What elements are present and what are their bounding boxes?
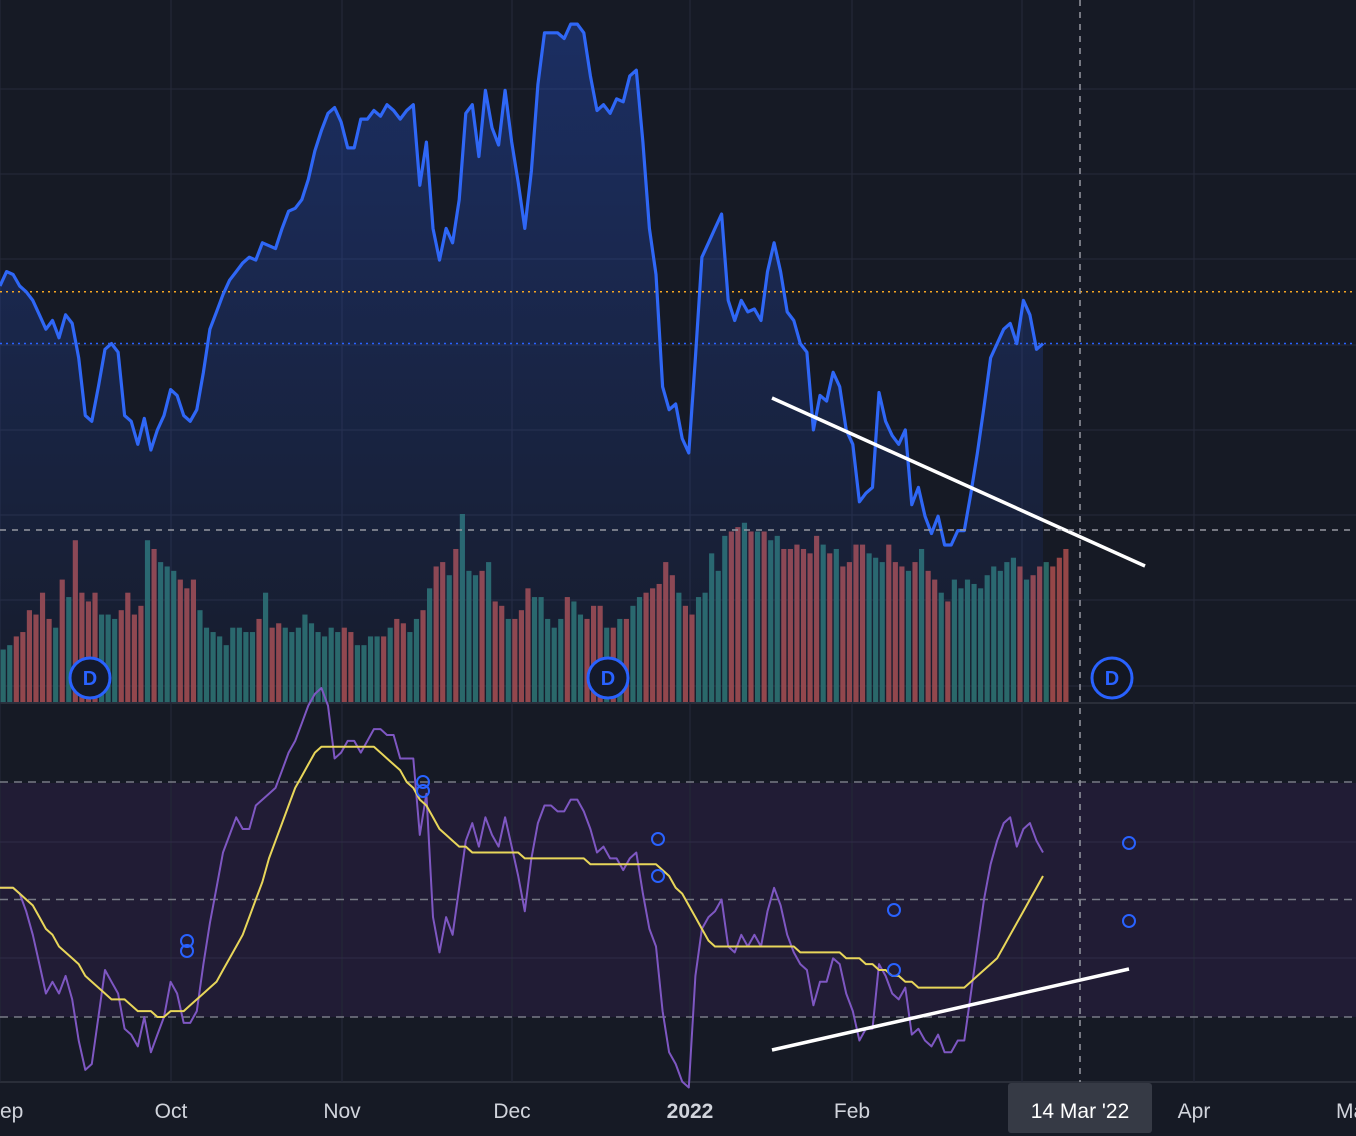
- x-tick-label: Oct: [155, 1100, 188, 1123]
- dividend-marker: D: [1090, 656, 1134, 700]
- rsi-divergence-trendline: [771, 967, 1130, 1052]
- price-area-fill: [0, 24, 1043, 704]
- cross-marker: [887, 903, 901, 917]
- cross-marker: [416, 784, 430, 798]
- dividend-marker-label: D: [1105, 668, 1119, 690]
- cross-marker: [1122, 914, 1136, 928]
- cross-marker: [651, 869, 665, 883]
- rsi-ma-line: [0, 745, 1044, 1018]
- price-divergence-trendline: [771, 396, 1146, 568]
- crosshair-date-box: [1008, 1083, 1152, 1133]
- cross-marker: [180, 944, 194, 958]
- cross-marker: [651, 832, 665, 846]
- cross-marker: [180, 934, 194, 948]
- x-tick-label: Apr: [1178, 1100, 1211, 1123]
- x-tick-label: ep: [0, 1100, 23, 1123]
- volume-bar: [1063, 548, 1069, 702]
- volume-bar: [1050, 566, 1056, 702]
- time-axis: ep Oct Nov Dec 2022 Feb Apr Ma 14 Mar '22: [0, 1083, 1356, 1133]
- x-tick-label: Feb: [834, 1100, 870, 1123]
- crosshair: [0, 0, 1356, 1082]
- rsi-pane: [0, 687, 1356, 1089]
- x-tick-label: 2022: [667, 1100, 714, 1123]
- cross-marker: [416, 775, 430, 789]
- price-line: [0, 22, 1045, 547]
- volume-bar: [1056, 557, 1062, 702]
- x-tick-label: Dec: [493, 1100, 530, 1123]
- dividend-marker-circle: [1090, 656, 1134, 700]
- crosshair-date-label: 14 Mar '22: [1031, 1100, 1130, 1123]
- cross-marker: [1122, 836, 1136, 850]
- x-tick-label: Ma: [1336, 1100, 1356, 1123]
- x-tick-label: Nov: [323, 1100, 361, 1123]
- volume-bar: [1043, 562, 1049, 702]
- trendlines[interactable]: [771, 396, 1146, 1052]
- cross-marker: [887, 963, 901, 977]
- price-pane: [0, 22, 1356, 704]
